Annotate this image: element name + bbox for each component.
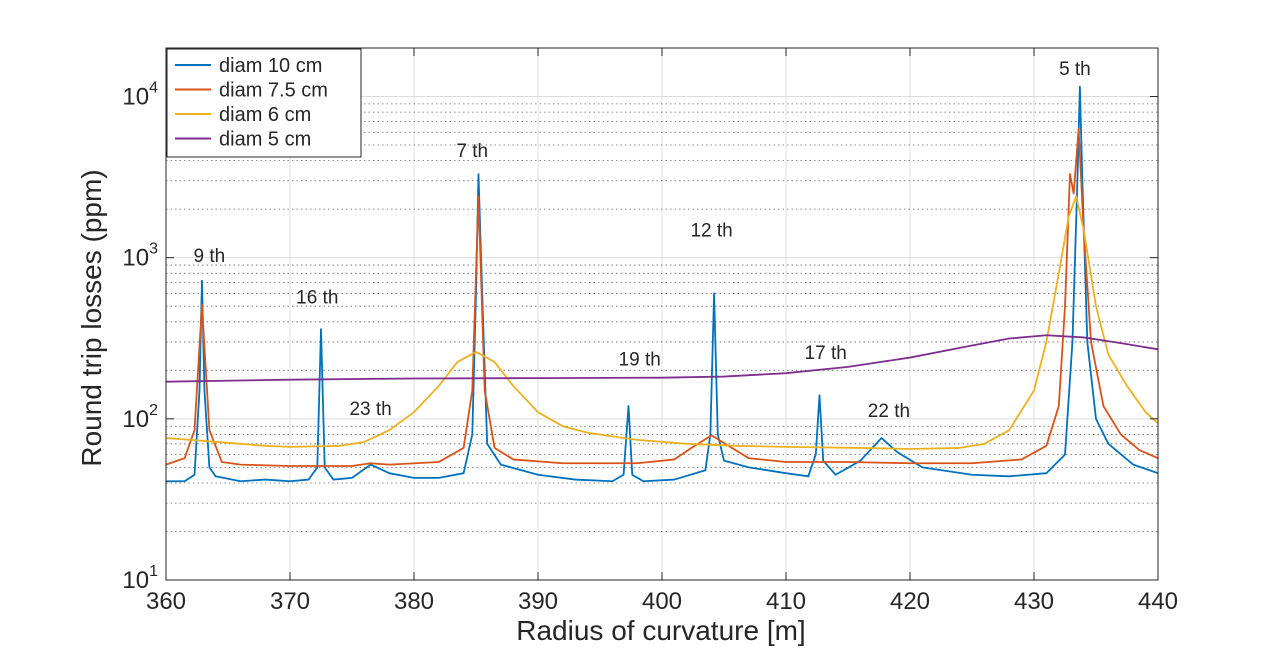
y-axis-label: Round trip losses (ppm) <box>76 169 107 466</box>
x-tick-label: 370 <box>270 588 310 615</box>
y-tick-label: 104 <box>122 80 158 111</box>
mode-annotation: 7 th <box>456 141 488 162</box>
mode-annotation: 12 th <box>690 221 732 242</box>
series-lines <box>165 85 1159 483</box>
series-line-2 <box>165 127 1159 467</box>
mode-annotation: 22 th <box>868 401 910 422</box>
y-tick-label: 101 <box>122 563 158 594</box>
series-line-3 <box>165 195 1159 450</box>
x-tick-label: 410 <box>766 588 806 615</box>
mode-annotations: 9 th 16 th 7 th 23 th 19 th 12 th 17 th 22 th 5 … <box>194 59 1091 422</box>
x-axis-label: Radius of curvature [m] <box>516 615 805 646</box>
x-tick-label: 360 <box>146 588 186 615</box>
x-tick-label: 400 <box>642 588 682 615</box>
x-tick-label: 390 <box>518 588 558 615</box>
x-tick-label: 380 <box>394 588 434 615</box>
mode-annotation: 17 th <box>805 343 847 364</box>
series-line-4 <box>165 334 1159 383</box>
x-axis-ticks: 360 370 380 390 400 410 420 430 440 <box>146 48 1178 615</box>
mode-annotation: 5 th <box>1059 59 1091 80</box>
legend-label: diam 6 cm <box>219 104 311 126</box>
grid <box>166 48 1158 580</box>
legend-label: diam 10 cm <box>219 55 322 77</box>
x-tick-label: 430 <box>1014 588 1054 615</box>
mode-annotation: 9 th <box>194 246 226 267</box>
legend-label: diam 7.5 cm <box>219 80 328 102</box>
x-tick-label: 420 <box>890 588 930 615</box>
mode-annotation: 23 th <box>349 399 391 420</box>
series-line-1 <box>166 85 1159 483</box>
x-tick-label: 440 <box>1138 588 1178 615</box>
y-axis-ticks: 101 102 103 104 <box>122 80 1158 594</box>
legend-label: diam 5 cm <box>219 129 311 151</box>
y-tick-label: 103 <box>122 241 158 272</box>
mode-annotation: 16 th <box>296 287 338 308</box>
mode-annotation: 19 th <box>619 349 661 370</box>
y-tick-label: 102 <box>122 402 158 433</box>
